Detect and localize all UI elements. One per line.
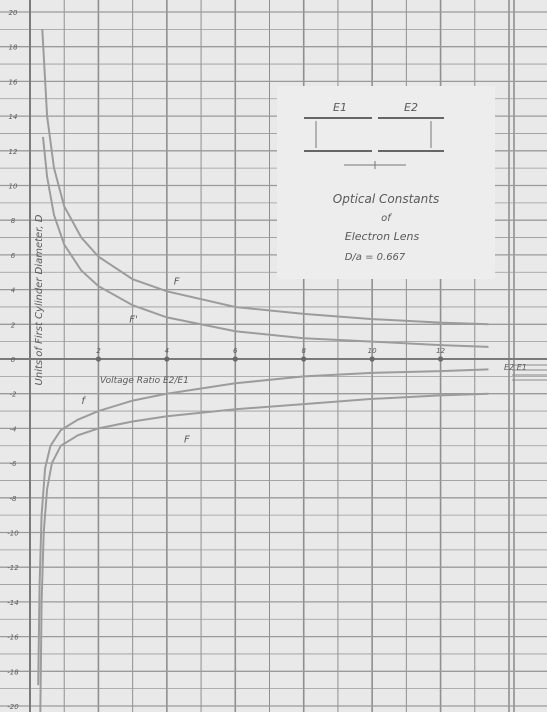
- series-curve: [39, 392, 489, 712]
- x-tick-label: 8: [301, 347, 306, 355]
- x-tick-mark: [437, 356, 444, 362]
- inset-box: E1 E2 Optical Constants of Electron Lens…: [277, 86, 495, 279]
- series-curve: [42, 136, 489, 348]
- y-tick-label: 20: [9, 9, 18, 17]
- y-tick-label: 8: [11, 217, 16, 225]
- series-label: F': [129, 315, 138, 326]
- chart-title-line-2: of: [381, 213, 392, 224]
- chart-title-line-3: Electron Lens: [345, 230, 420, 243]
- y-axis-title: Units of First Cylinder Diameter, D: [34, 214, 45, 385]
- y-tick-label: 0: [11, 356, 16, 364]
- y-tick-label: 10: [9, 183, 18, 191]
- x-tick-mark: [232, 356, 238, 362]
- x-tick-mark: [164, 356, 170, 362]
- y-tick-label: 12: [9, 148, 18, 156]
- y-tick-label: -18: [7, 668, 19, 676]
- y-tick-label: -12: [7, 564, 19, 572]
- x-tick-label: 6: [233, 347, 238, 355]
- y-tick-label: -8: [10, 495, 18, 503]
- x-tick-mark: [369, 356, 375, 362]
- x-tick-label: 10: [368, 347, 377, 355]
- y-tick-label: -2: [10, 391, 18, 399]
- y-tick-label: 2: [11, 321, 16, 329]
- x-tick-mark: [95, 356, 102, 362]
- y-tick-label: 18: [9, 44, 18, 52]
- annotations: F F' f F: [81, 276, 190, 445]
- x-axis-title: Voltage Ratio E2/E1: [100, 376, 189, 386]
- inset-label-e2: E2: [404, 101, 418, 114]
- inset-background: [277, 86, 495, 279]
- right-panel-fragment: E2 E1: [504, 363, 527, 372]
- y-tick-label: 6: [11, 252, 16, 260]
- chart-title-line-1: Optical Constants: [333, 192, 439, 206]
- series-label: f: [81, 396, 86, 407]
- y-tick-label: -10: [7, 530, 19, 538]
- x-tick-label: 2: [96, 347, 101, 355]
- ratio-label: D/a = 0.667: [345, 252, 406, 263]
- y-tick-label: -16: [7, 634, 19, 642]
- y-tick-label: 4: [11, 287, 15, 295]
- y-tick-label: 14: [9, 113, 18, 121]
- y-tick-label: -4: [10, 425, 17, 433]
- y-tick-label: -14: [7, 599, 18, 607]
- series-curve: [41, 29, 489, 326]
- series-label: F: [174, 276, 180, 287]
- x-tick-label: 12: [436, 347, 445, 355]
- series-curve: [37, 368, 489, 686]
- curves: [37, 29, 489, 712]
- x-tick-label: 4: [165, 347, 169, 355]
- series-label: F: [184, 434, 190, 445]
- y-tick-label: 16: [9, 78, 18, 86]
- y-tick-label: -20: [7, 703, 19, 711]
- y-tick-label: -6: [10, 460, 18, 468]
- x-tick-mark: [301, 356, 307, 362]
- inset-label-e1: E1: [333, 101, 347, 114]
